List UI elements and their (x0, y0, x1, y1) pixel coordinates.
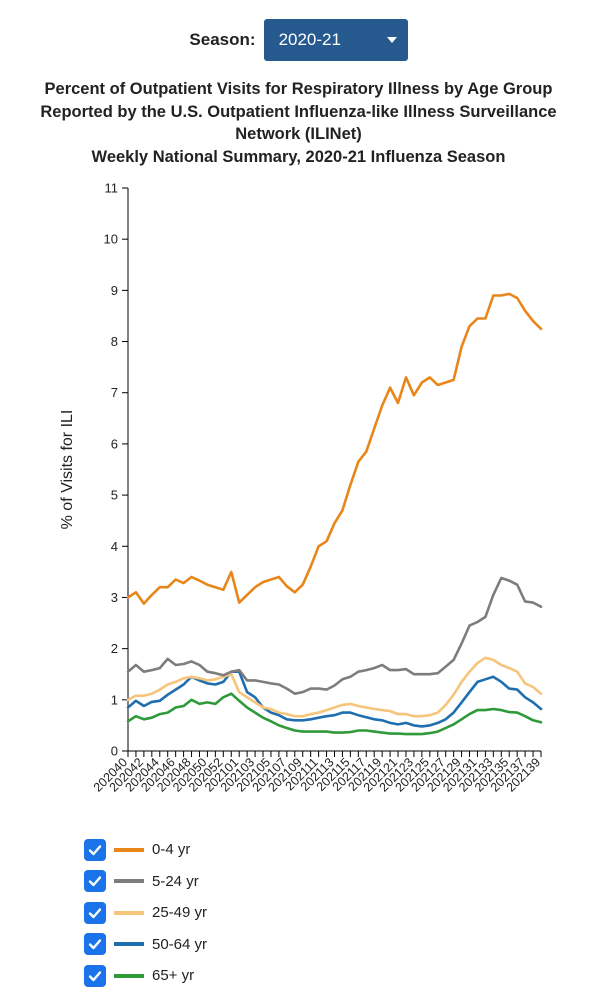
legend-label-50-64: 50-64 yr (152, 935, 208, 953)
legend-swatch-25-49 (114, 910, 144, 915)
chart-title-line-3: Network (ILINet) (235, 125, 362, 143)
y-tick-label: 11 (105, 181, 119, 196)
season-selected-value: 2020-21 (278, 30, 341, 49)
series-line-65-yr (126, 692, 543, 736)
chart-title: Percent of Outpatient Visits for Respira… (0, 78, 597, 168)
legend-swatch-5-24 (114, 879, 144, 884)
season-label: Season: (189, 30, 256, 49)
legend-swatch-0-4 (114, 847, 144, 852)
y-tick-label: 0 (111, 744, 118, 759)
legend-label-0-4: 0-4 yr (152, 841, 191, 859)
checkbox-checked-icon[interactable] (84, 870, 106, 893)
series-line-5-24-yr (126, 576, 543, 696)
legend-label-65-plus: 65+ yr (152, 967, 195, 985)
y-tick-label: 4 (111, 539, 118, 554)
checkbox-checked-icon[interactable] (84, 964, 106, 987)
legend-item-0-4[interactable]: 0-4 yr (84, 834, 207, 866)
chart-legend: 0-4 yr 5-24 yr 25-49 yr 50-64 yr 65+ yr (84, 834, 207, 992)
y-tick-label: 9 (111, 283, 118, 298)
chart-title-line-1: Percent of Outpatient Visits for Respira… (44, 80, 553, 98)
legend-item-5-24[interactable]: 5-24 yr (84, 866, 207, 898)
series-line-0-4-yr (126, 292, 543, 605)
legend-item-50-64[interactable]: 50-64 yr (84, 929, 207, 961)
checkbox-checked-icon[interactable] (84, 838, 106, 861)
chart-title-line-2: Reported by the U.S. Outpatient Influenz… (40, 102, 557, 121)
series-line-50-64-yr (126, 670, 543, 728)
checkbox-checked-icon[interactable] (84, 933, 106, 956)
legend-item-65-plus[interactable]: 65+ yr (84, 960, 207, 992)
season-dropdown[interactable]: 2020-21 (263, 19, 408, 61)
chevron-down-icon (386, 37, 397, 43)
y-tick-label: 5 (111, 488, 118, 503)
season-selector-row: Season: 2020-21 (0, 18, 597, 62)
y-tick-label: 10 (104, 232, 118, 247)
series-line-25-49-yr (126, 656, 543, 718)
legend-label-25-49: 25-49 yr (152, 904, 208, 922)
legend-swatch-50-64 (114, 942, 144, 947)
legend-item-25-49[interactable]: 25-49 yr (84, 897, 207, 929)
y-axis-label: % of Visits for ILI (59, 410, 76, 530)
checkbox-checked-icon[interactable] (84, 901, 106, 924)
y-tick-label: 8 (111, 334, 118, 349)
y-tick-label: 3 (111, 590, 118, 605)
y-tick-label: 6 (111, 436, 118, 451)
legend-label-5-24: 5-24 yr (152, 872, 199, 890)
chart-title-line-4: Weekly National Summary, 2020-21 Influen… (91, 147, 506, 166)
y-tick-label: 2 (111, 641, 118, 656)
y-tick-label: 7 (111, 385, 118, 400)
legend-swatch-65-plus (114, 973, 144, 978)
y-tick-label: 1 (111, 692, 118, 707)
